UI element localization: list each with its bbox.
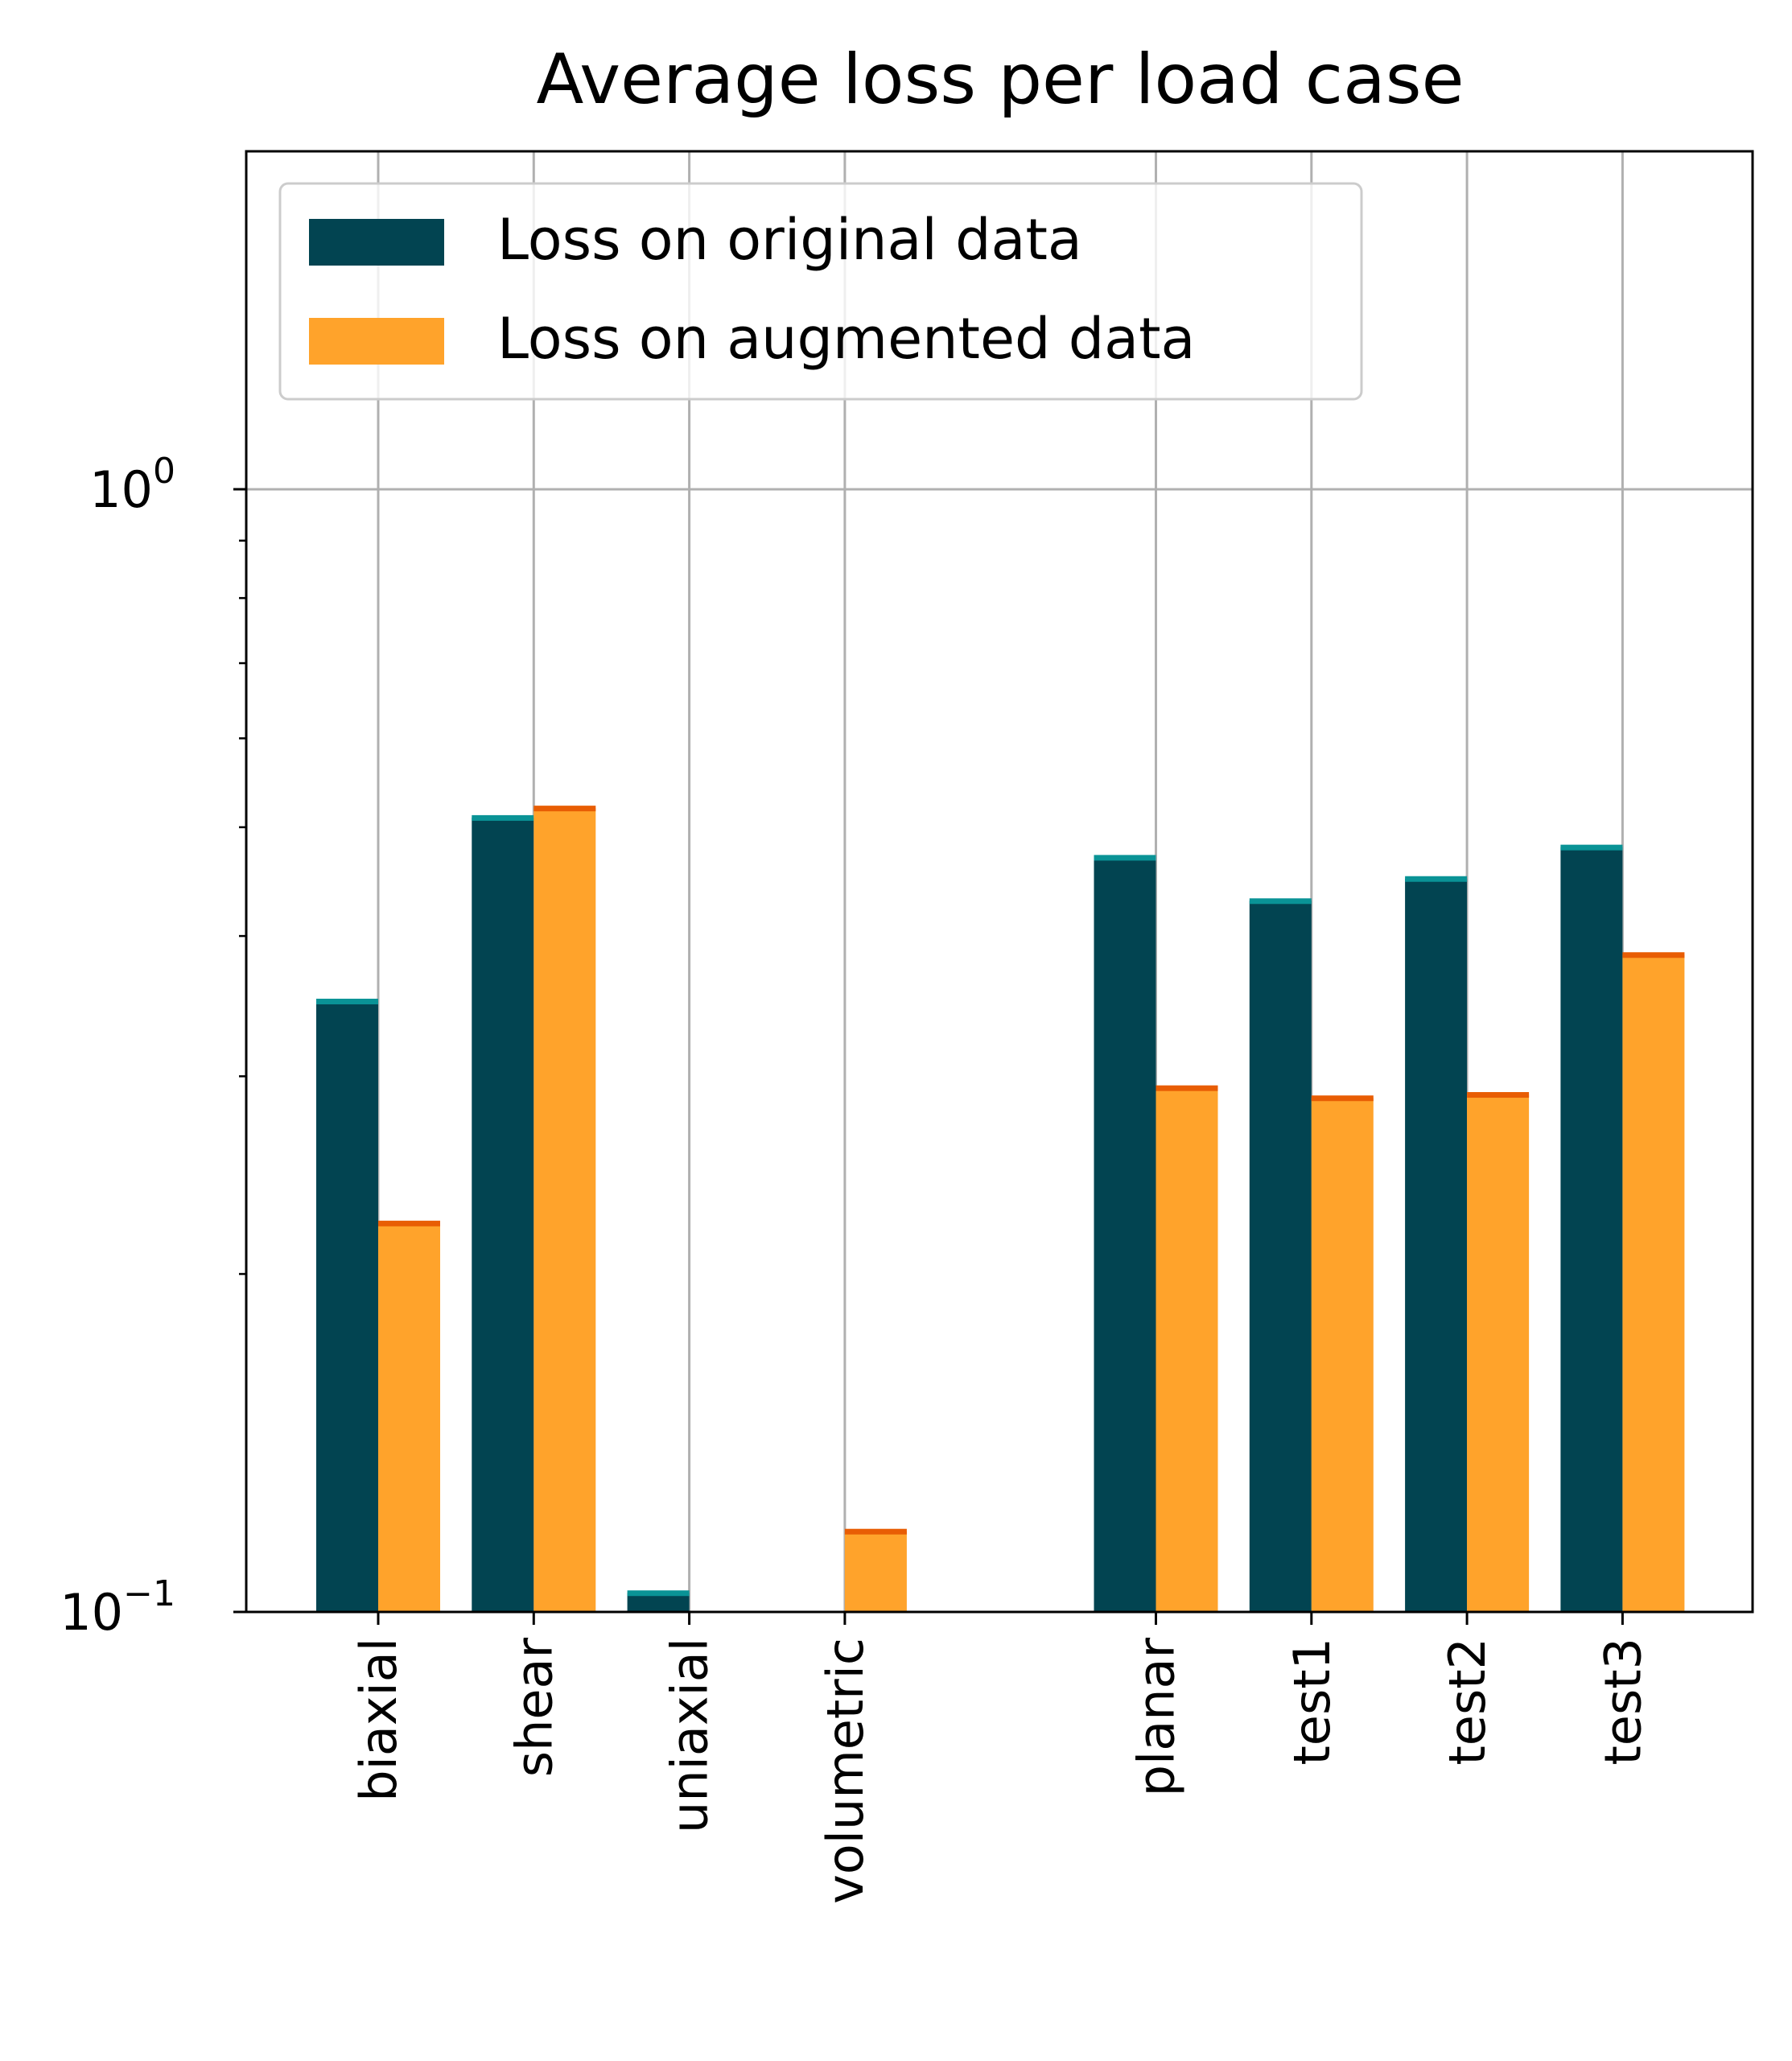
bar-cap-augmented-shear: [533, 806, 596, 812]
bar-augmented-shear: [533, 808, 596, 1612]
legend-label-augmented: Loss on augmented data: [497, 306, 1195, 372]
bar-original-test3: [1560, 847, 1623, 1612]
bar-augmented-test2: [1467, 1094, 1530, 1612]
bar-original-biaxial: [316, 1000, 378, 1612]
bar-augmented-test3: [1622, 954, 1685, 1612]
bar-original-test2: [1405, 878, 1468, 1612]
bar-cap-original-uniaxial: [627, 1590, 690, 1597]
legend-frame: [278, 182, 1363, 401]
chart-title: Average loss per load case: [537, 39, 1464, 120]
x-tick-label-uniaxial: uniaxial: [661, 1638, 719, 1833]
legend-swatch-augmented: [309, 318, 444, 365]
bar-cap-augmented-volumetric: [844, 1528, 907, 1535]
bar-cap-original-planar: [1094, 855, 1156, 861]
bar-layer: [316, 806, 1685, 1612]
bar-cap-augmented-planar: [1156, 1085, 1218, 1091]
x-tick-label-test3: test3: [1593, 1638, 1652, 1766]
bar-augmented-planar: [1156, 1087, 1218, 1612]
bar-original-test1: [1249, 901, 1312, 1612]
bar-cap-augmented-test3: [1622, 952, 1685, 958]
bar-augmented-test1: [1311, 1098, 1374, 1612]
legend-swatch-original: [309, 219, 444, 266]
x-tick-label-volumetric: volumetric: [816, 1638, 875, 1904]
x-tick-label-biaxial: biaxial: [349, 1638, 408, 1802]
bar-cap-original-test1: [1249, 898, 1312, 905]
legend: Loss on original data Loss on augmented d…: [278, 182, 1363, 401]
bar-original-shear: [472, 817, 534, 1612]
x-tick-label-test2: test2: [1438, 1638, 1497, 1766]
bar-cap-augmented-biaxial: [378, 1220, 440, 1226]
legend-label-original: Loss on original data: [497, 207, 1082, 273]
bar-augmented-volumetric: [844, 1531, 907, 1612]
bar-cap-augmented-test1: [1311, 1095, 1374, 1102]
x-tick-label-shear: shear: [505, 1638, 563, 1778]
bar-cap-original-test3: [1560, 844, 1623, 851]
x-tick-label-planar: planar: [1127, 1637, 1186, 1796]
bar-cap-original-biaxial: [316, 998, 378, 1004]
bar-cap-original-test2: [1405, 876, 1468, 882]
x-tick-label-test1: test1: [1283, 1638, 1341, 1766]
bar-cap-original-shear: [472, 814, 534, 821]
bar-original-uniaxial: [627, 1593, 690, 1612]
plot-frame: [245, 150, 1754, 1614]
bar-original-planar: [1094, 857, 1156, 1612]
y-tick-label: 10−1: [60, 1573, 175, 1642]
bar-cap-augmented-test2: [1467, 1092, 1530, 1099]
bar-augmented-biaxial: [378, 1222, 440, 1612]
